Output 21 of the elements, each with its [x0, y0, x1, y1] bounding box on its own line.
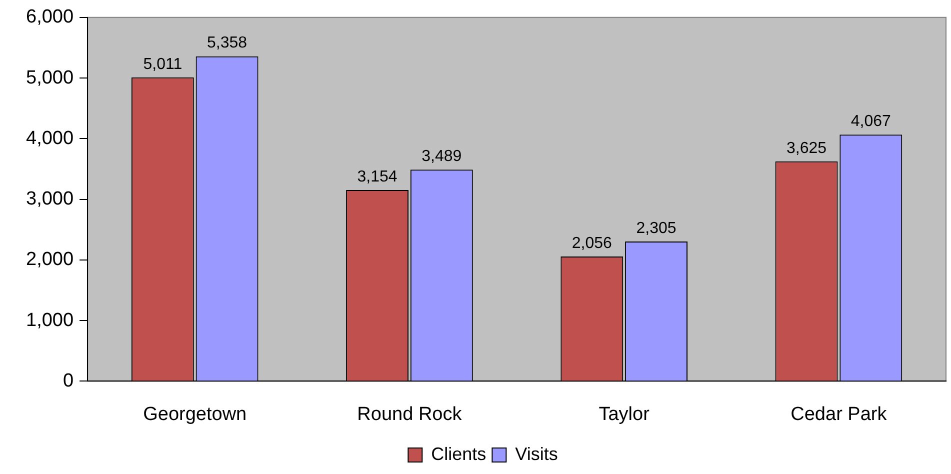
y-tick-label: 5,000 — [26, 67, 74, 88]
x-tick-label: Round Rock — [357, 404, 462, 425]
x-tick-label: Georgetown — [143, 404, 247, 425]
data-label: 5,358 — [207, 34, 248, 52]
data-label: 5,011 — [143, 56, 182, 73]
y-tick-label: 2,000 — [26, 249, 74, 270]
data-label: 3,154 — [357, 168, 398, 186]
y-tick-label: 0 — [62, 370, 74, 392]
data-label: 3,625 — [786, 140, 827, 157]
y-tick-label: 1,000 — [26, 310, 74, 331]
legend-label: Clients — [431, 444, 486, 464]
x-tick-label: Cedar Park — [790, 404, 888, 425]
y-tick-label: 4,000 — [26, 128, 74, 149]
data-label: 2,056 — [572, 234, 612, 252]
y-tick-label: 6,000 — [26, 6, 74, 28]
data-label: 4,067 — [850, 113, 892, 130]
data-label: 2,305 — [636, 220, 676, 237]
legend-label: Visits — [515, 444, 558, 464]
y-tick-label: 3,000 — [26, 188, 74, 210]
x-tick-label: Taylor — [598, 404, 650, 425]
data-label: 3,489 — [422, 148, 462, 166]
